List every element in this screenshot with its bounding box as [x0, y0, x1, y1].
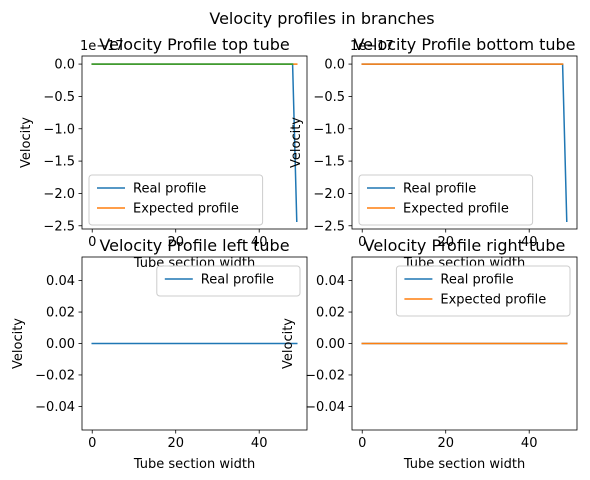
legend-box: [88, 174, 264, 226]
legend-label: Expected profile: [403, 202, 509, 217]
y-tick-label: −2.5: [313, 219, 345, 234]
x-tick-label: 40: [251, 436, 268, 451]
legend-label: Expected profile: [133, 202, 239, 217]
legend: Real profile Expected profile: [88, 174, 264, 226]
subplot-title: Velocity Profile top tube: [99, 35, 289, 54]
y-tick-label: −0.5: [313, 90, 345, 105]
y-tick-label: −0.04: [35, 400, 75, 415]
legend: Real profile Expected profile: [395, 265, 571, 317]
x-tick-label: 40: [251, 235, 268, 250]
y-tick-label: −1.0: [43, 122, 75, 137]
y-tick-label: 0.02: [46, 306, 75, 321]
legend-box: [358, 174, 534, 226]
x-tick-label: 40: [521, 436, 538, 451]
axes-frame: [81, 55, 308, 230]
x-tick-label: 20: [167, 235, 184, 250]
x-axis-label: Tube section width: [133, 457, 255, 472]
legend: Real profile: [156, 265, 301, 297]
subplot-title: Velocity Profile left tube: [99, 236, 289, 255]
legend-box: [156, 265, 301, 297]
subplot-title: Velocity Profile right tube: [364, 236, 566, 255]
y-tick-label: 0.0: [54, 58, 75, 73]
y-tick-label: −1.0: [313, 122, 345, 137]
y-tick-label: −0.02: [305, 368, 345, 383]
x-axis-label: Tube section width: [403, 457, 525, 472]
y-tick-label: −1.5: [313, 155, 345, 170]
subplot-4: 0 20 40 0.04 0.02 0.00 −0.02 −0.04 Tube section …: [281, 236, 578, 472]
y-tick-label: 0.0: [324, 58, 345, 73]
x-tick-label: 20: [437, 436, 454, 451]
legend-label: Real profile: [201, 273, 274, 288]
subplot-title: Velocity Profile bottom tube: [353, 35, 575, 54]
axes-frame: [351, 55, 578, 230]
x-tick-label: 40: [521, 235, 538, 250]
y-tick-label: 0.00: [316, 337, 345, 352]
figure-title: Velocity profiles in branches: [209, 9, 434, 28]
x-tick-label: 20: [437, 235, 454, 250]
legend-label: Real profile: [440, 273, 513, 288]
y-tick-label: −0.02: [35, 368, 75, 383]
y-axis-label: Velocity: [281, 318, 296, 369]
y-axis-label: Velocity: [289, 117, 304, 168]
y-tick-label: −2.0: [43, 187, 75, 202]
x-tick-label: 20: [167, 436, 184, 451]
y-tick-label: −2.5: [43, 219, 75, 234]
legend-box: [395, 265, 571, 317]
y-tick-label: 0.00: [46, 337, 75, 352]
legend: Real profile Expected profile: [358, 174, 534, 226]
x-tick-label: 0: [88, 436, 96, 451]
y-tick-label: −0.5: [43, 90, 75, 105]
y-tick-label: −0.04: [305, 400, 345, 415]
y-axis-label: Velocity: [11, 318, 26, 369]
y-tick-label: 0.04: [316, 274, 345, 289]
subplot-3: 0 20 40 0.04 0.02 0.00 −0.02 −0.04 Tube section …: [11, 236, 308, 472]
legend-label: Real profile: [133, 182, 206, 197]
y-tick-label: −1.5: [43, 155, 75, 170]
y-tick-label: −2.0: [313, 187, 345, 202]
y-offset-text: 1e−17: [80, 39, 124, 54]
x-tick-label: 0: [358, 436, 366, 451]
legend-label: Expected profile: [440, 293, 546, 308]
x-tick-label: 0: [358, 235, 366, 250]
y-axis-label: Velocity: [19, 117, 34, 168]
y-tick-label: 0.02: [316, 306, 345, 321]
x-tick-label: 0: [88, 235, 96, 250]
y-tick-label: 0.04: [46, 274, 75, 289]
legend-label: Real profile: [403, 182, 476, 197]
y-offset-text: 1e−17: [350, 39, 394, 54]
